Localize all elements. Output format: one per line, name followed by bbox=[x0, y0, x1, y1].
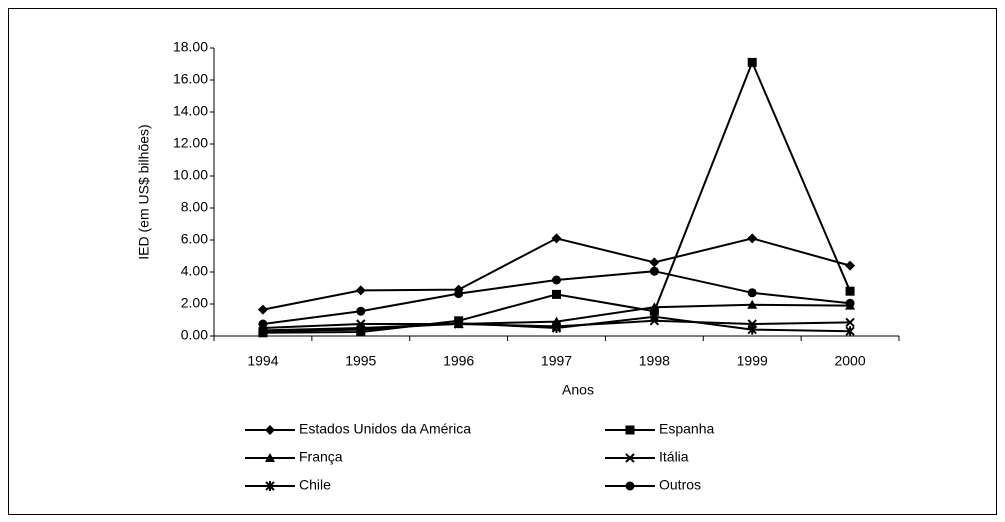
chart-border bbox=[8, 8, 997, 515]
marker bbox=[258, 319, 268, 329]
x-tick-label: 1996 bbox=[443, 353, 474, 369]
marker bbox=[356, 306, 366, 316]
marker bbox=[845, 317, 855, 328]
y-tick-label: 0.00 bbox=[181, 327, 208, 343]
legend-label: Chile bbox=[299, 477, 331, 493]
marker bbox=[747, 288, 757, 298]
marker bbox=[355, 285, 366, 296]
legend-label: Espanha bbox=[659, 421, 714, 437]
marker bbox=[747, 324, 757, 335]
marker bbox=[649, 266, 659, 276]
marker bbox=[845, 260, 856, 271]
marker bbox=[551, 233, 562, 244]
y-tick-label: 16.00 bbox=[173, 71, 208, 87]
x-tick-label: 1998 bbox=[639, 353, 670, 369]
y-tick-label: 8.00 bbox=[181, 199, 208, 215]
marker bbox=[747, 299, 758, 309]
legend-marker bbox=[625, 425, 635, 435]
y-tick-label: 2.00 bbox=[181, 295, 208, 311]
y-tick-label: 4.00 bbox=[181, 263, 208, 279]
x-axis-label: Anos bbox=[562, 382, 594, 398]
marker bbox=[552, 275, 561, 285]
marker bbox=[747, 233, 758, 244]
marker bbox=[454, 289, 464, 299]
x-tick-label: 2000 bbox=[834, 353, 865, 369]
marker bbox=[845, 298, 855, 308]
x-tick-label: 1994 bbox=[247, 353, 278, 369]
legend-marker bbox=[265, 425, 275, 435]
legend-marker bbox=[265, 481, 275, 491]
marker bbox=[356, 324, 366, 335]
x-tick-label: 1997 bbox=[541, 353, 572, 369]
marker bbox=[845, 326, 855, 337]
legend-label: Estados Unidos da América bbox=[299, 421, 471, 437]
marker bbox=[453, 318, 464, 329]
legend-label: França bbox=[299, 449, 343, 465]
legend-marker bbox=[625, 453, 635, 463]
x-tick-label: 1995 bbox=[345, 353, 376, 369]
marker bbox=[552, 289, 561, 299]
marker bbox=[649, 257, 660, 268]
legend-label: Outros bbox=[659, 477, 701, 493]
y-tick-label: 10.00 bbox=[173, 167, 208, 183]
y-tick-label: 6.00 bbox=[181, 231, 208, 247]
marker bbox=[649, 302, 660, 312]
legend-label: Itália bbox=[659, 449, 689, 465]
marker bbox=[551, 323, 562, 333]
marker bbox=[257, 304, 268, 315]
y-axis-label: IED (em US$ bilhões) bbox=[136, 124, 152, 259]
marker bbox=[649, 311, 660, 322]
legend-marker bbox=[625, 481, 635, 491]
marker bbox=[747, 57, 757, 67]
y-tick-label: 14.00 bbox=[173, 103, 208, 119]
y-tick-label: 18.00 bbox=[173, 39, 208, 55]
y-tick-label: 12.00 bbox=[173, 135, 208, 151]
marker bbox=[845, 286, 855, 296]
x-tick-label: 1999 bbox=[737, 353, 768, 369]
legend-marker bbox=[265, 453, 275, 462]
